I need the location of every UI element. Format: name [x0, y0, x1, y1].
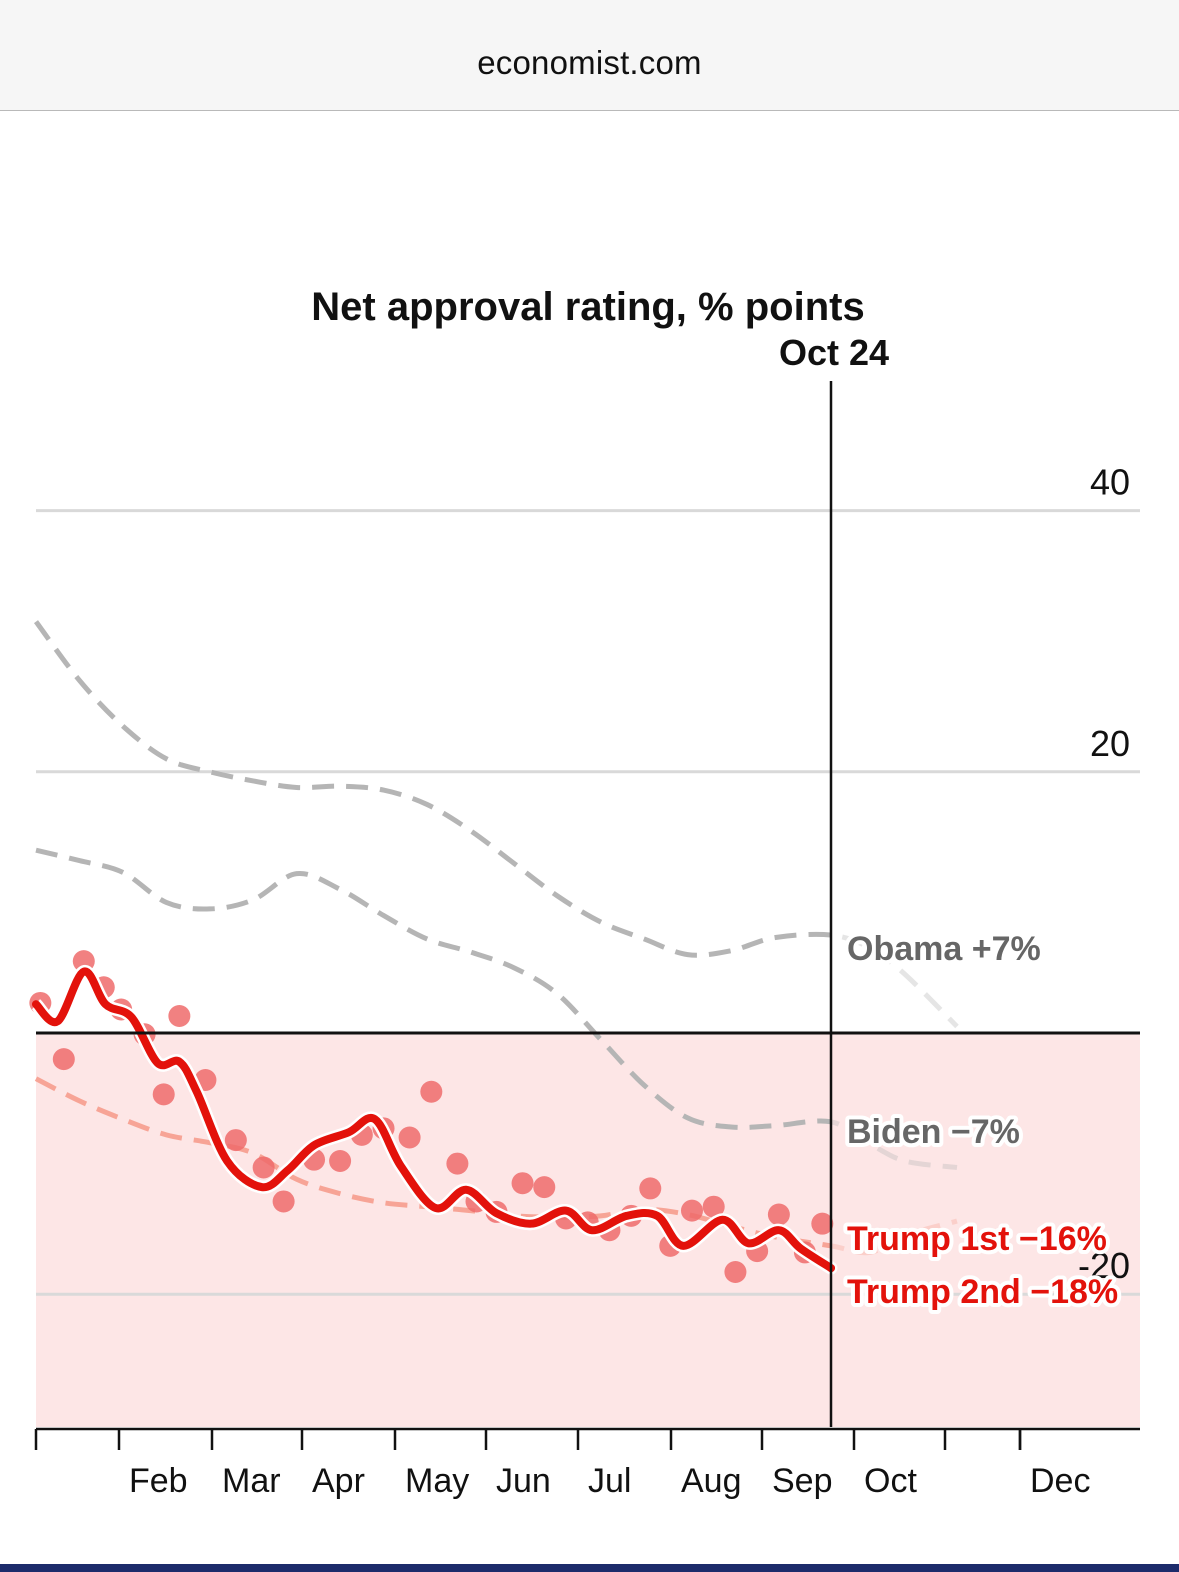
- poll-dot: [224, 1129, 247, 1152]
- y-tick-label: 40: [1090, 462, 1130, 503]
- poll-dot: [511, 1172, 534, 1195]
- x-tick-label: Mar: [222, 1462, 281, 1500]
- x-tick-label: Dec: [1030, 1462, 1090, 1500]
- trump-2nd-line-top: [32, 967, 835, 1273]
- obama-line-projection: [831, 932, 959, 1029]
- poll-dot: [811, 1212, 834, 1235]
- poll-dot: [168, 1005, 191, 1028]
- poll-dot: [329, 1149, 352, 1172]
- poll-dot: [52, 1048, 75, 1071]
- bottom-bar: [0, 1564, 1179, 1572]
- x-tick-label: Oct: [864, 1462, 917, 1500]
- poll-dot: [252, 1156, 275, 1179]
- poll-dot: [152, 1083, 175, 1106]
- poll-dot: [272, 1190, 295, 1213]
- poll-dot: [680, 1199, 703, 1222]
- y-tick-label: -20: [1078, 1245, 1130, 1286]
- x-tick-label: Aug: [681, 1462, 742, 1500]
- biden-line: [35, 847, 831, 1131]
- series-label-biden: Biden −7%: [847, 1113, 1020, 1151]
- series-label-trump-1st: Trump 1st −16%: [847, 1220, 1107, 1258]
- chart-title: Net approval rating, % points: [311, 285, 864, 329]
- browser-address-bar[interactable]: economist.com: [0, 0, 1179, 111]
- obama-line: [33, 620, 831, 958]
- y-tick-label: 20: [1090, 723, 1130, 764]
- poll-dot: [446, 1152, 469, 1175]
- poll-dot: [724, 1260, 747, 1283]
- poll-dot: [767, 1203, 790, 1226]
- poll-dot: [533, 1176, 556, 1199]
- x-tick-label: Feb: [129, 1462, 188, 1500]
- x-tick-label: Jul: [588, 1462, 631, 1500]
- poll-dot: [702, 1195, 725, 1218]
- poll-dot: [639, 1177, 662, 1200]
- poll-dot: [420, 1080, 443, 1103]
- series-label-trump-2nd: Trump 2nd −18%: [847, 1273, 1118, 1311]
- current-date-label: Oct 24: [779, 332, 889, 373]
- url-text: economist.com: [477, 44, 702, 81]
- poll-dot: [398, 1126, 421, 1149]
- x-tick-label: Jun: [496, 1462, 551, 1500]
- series-label-obama: Obama +7%: [847, 930, 1041, 968]
- x-tick-label: May: [405, 1462, 469, 1500]
- x-tick-label: Apr: [312, 1462, 365, 1500]
- x-tick-label: Sep: [772, 1462, 833, 1500]
